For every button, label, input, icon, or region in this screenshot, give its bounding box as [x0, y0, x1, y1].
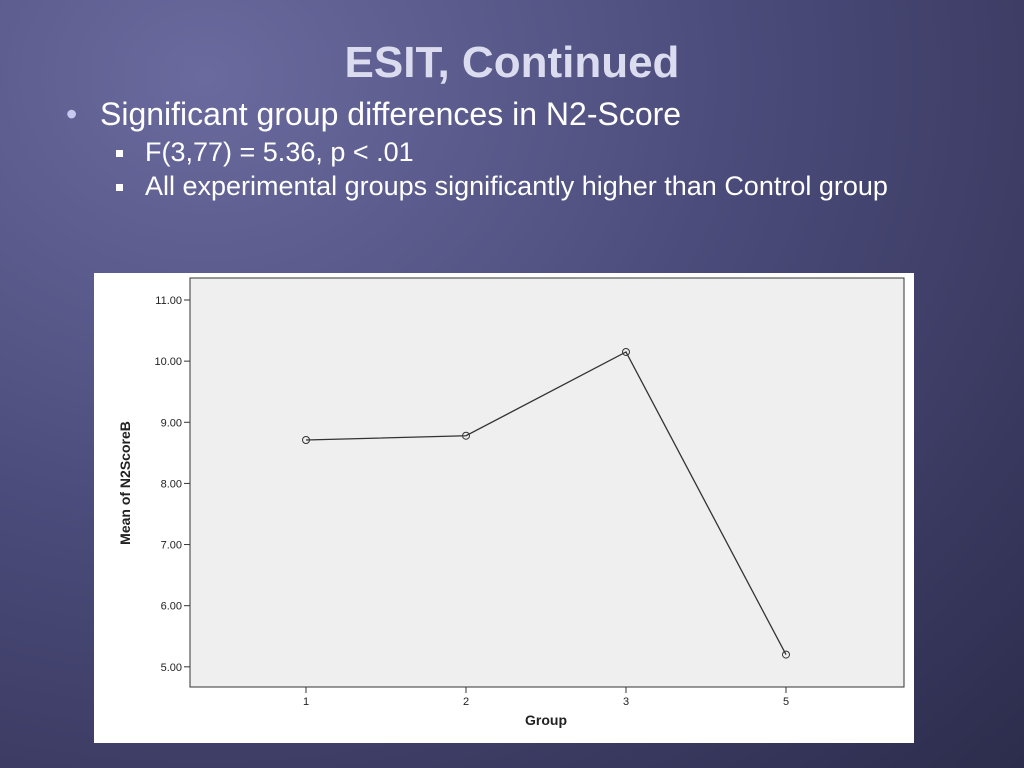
- chart: Group Mean of N2ScoreB 5.00 6.00 7.00 8.00 9…: [94, 273, 914, 743]
- bullet-list: Significant group differences in N2-Scor…: [60, 94, 960, 202]
- y-tick-label: 10.00: [154, 356, 182, 368]
- y-tick-label: 9.00: [161, 417, 182, 429]
- x-tick-label: 2: [463, 696, 469, 708]
- x-tick-label: 5: [783, 696, 789, 708]
- y-axis-label: Mean of N2ScoreB: [117, 421, 133, 545]
- y-tick-label: 11.00: [155, 295, 182, 307]
- data-point: [302, 436, 310, 445]
- y-tick-label: 7.00: [161, 540, 182, 552]
- y-tick-label: 5.00: [161, 662, 182, 674]
- plot-area: [189, 277, 905, 688]
- data-line: [305, 351, 787, 655]
- sub-bullet: All experimental groups significantly hi…: [60, 171, 960, 202]
- data-point: [782, 650, 790, 659]
- data-point: [462, 431, 470, 440]
- y-tick-label: 8.00: [161, 478, 182, 490]
- slide-title: ESIT, Continued: [344, 38, 680, 87]
- x-tick-label: 1: [303, 696, 309, 708]
- data-point: [622, 347, 630, 356]
- x-axis-label: Group: [525, 712, 567, 728]
- x-tick-label: 3: [623, 696, 629, 708]
- sub-bullet: F(3,77) = 5.36, p < .01: [60, 137, 960, 168]
- bullet: Significant group differences in N2-Scor…: [60, 94, 960, 134]
- y-tick-label: 6.00: [161, 601, 182, 613]
